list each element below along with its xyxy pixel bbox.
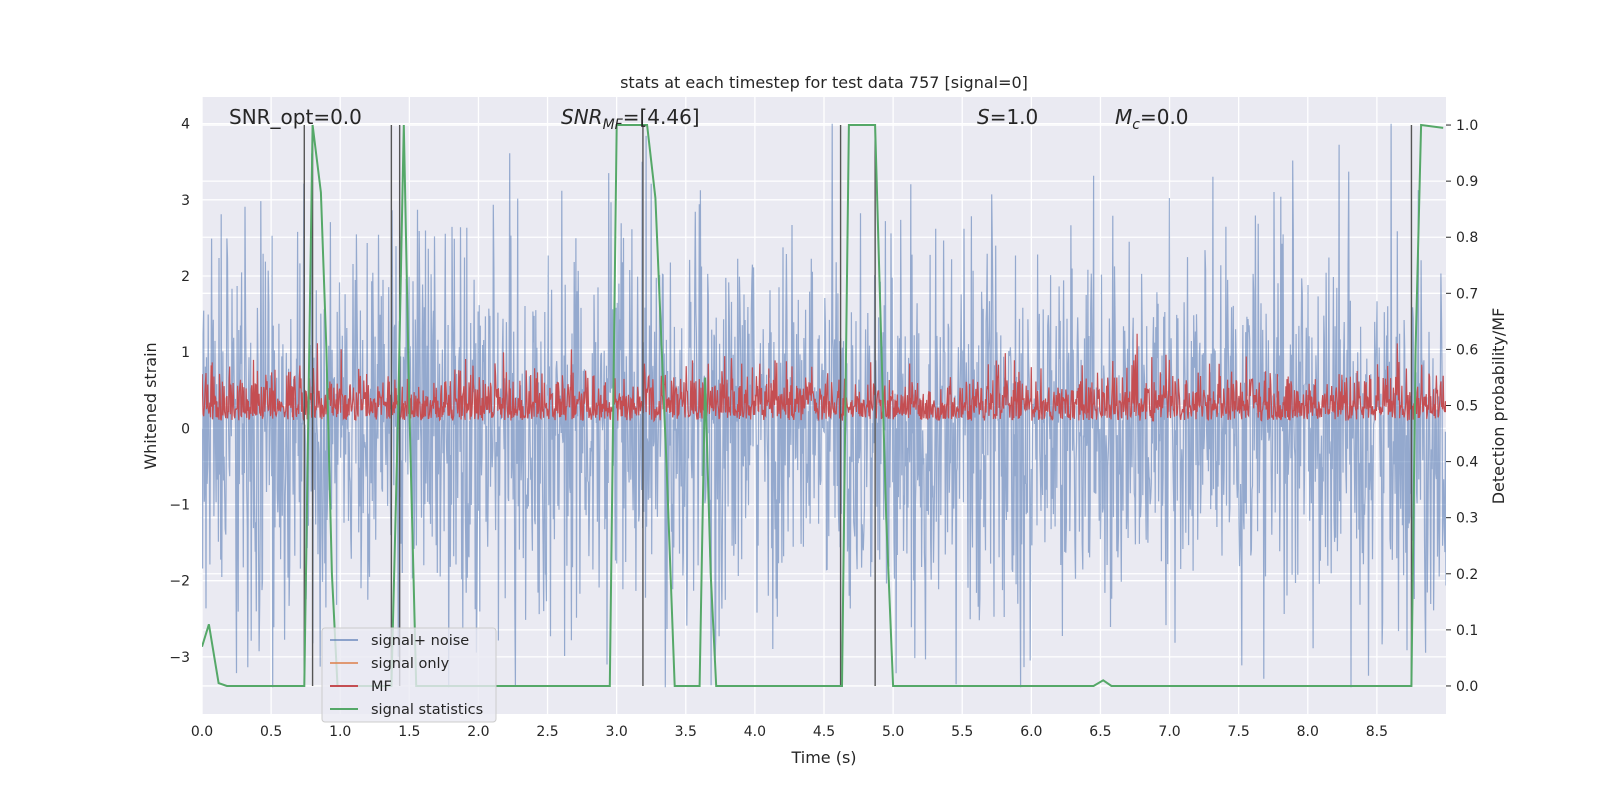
x-tick-label: 0.0	[191, 724, 213, 740]
legend-box	[321, 627, 497, 723]
y2-tick-label: 0.9	[1456, 174, 1478, 190]
x-axis-label: Time (s)	[790, 748, 856, 767]
y2-tick-label: 1.0	[1456, 118, 1478, 134]
x-tick-label: 7.0	[1158, 724, 1180, 740]
x-tick-label: 8.0	[1297, 724, 1319, 740]
y-tick-label: 0	[181, 421, 190, 437]
series-signal-noise	[202, 123, 1446, 688]
y-tick-label: 4	[181, 117, 190, 133]
y2-tick-label: 0.1	[1456, 623, 1478, 639]
y-tick-label: 3	[181, 193, 190, 209]
x-tick-label: 0.5	[260, 724, 282, 740]
x-tick-label: 7.5	[1228, 724, 1250, 740]
annotation-mc-suffix: =0.0	[1140, 105, 1189, 129]
annotations: SNR_opt=0.0 SNRMF=[4.46] S=1.0 Mc=0.0	[229, 105, 1189, 133]
x-tick-label: 4.0	[744, 724, 766, 740]
y2-tick-label: 0.5	[1456, 399, 1478, 415]
annotation-snr-opt: SNR_opt=0.0	[229, 105, 362, 129]
y2-tick-label: 0.8	[1456, 230, 1478, 246]
x-tick-label: 5.0	[882, 724, 904, 740]
y-tick-label: 2	[181, 269, 190, 285]
annotation-mc: Mc=0.0	[1115, 105, 1189, 133]
y-tick-label: −3	[169, 650, 190, 666]
y-tick-label: −1	[169, 498, 190, 514]
annotation-snr-mf-sub: MF	[603, 117, 624, 133]
y2-tick-label: 0.6	[1456, 342, 1478, 358]
x-tick-label: 3.5	[675, 724, 697, 740]
y-tick-label: −2	[169, 574, 190, 590]
annotation-snr-mf-suffix: =[4.46]	[623, 105, 700, 129]
legend: signal+ noise signal only MF signal stat…	[321, 627, 497, 723]
x-tick-label: 8.5	[1366, 724, 1388, 740]
x-tick-label: 2.0	[467, 724, 489, 740]
legend-label-mf: MF	[371, 679, 392, 695]
x-tick-label: 1.5	[398, 724, 420, 740]
legend-label-signal-only: signal only	[371, 656, 450, 672]
x-tick-label: 2.5	[536, 724, 558, 740]
chart-title: stats at each timestep for test data 757…	[620, 73, 1028, 92]
legend-label-signal-noise: signal+ noise	[371, 633, 469, 649]
y2-tick-label: 0.3	[1456, 511, 1478, 527]
series-signal-statistics	[202, 123, 1444, 687]
x-tick-label: 3.0	[606, 724, 628, 740]
y2-axis-label: Detection probability/MF	[1489, 308, 1508, 505]
y2-tick-label: 0.2	[1456, 567, 1478, 583]
y2-tick-label: 0.0	[1456, 679, 1478, 695]
x-tick-label: 4.5	[813, 724, 835, 740]
legend-label-signal-statistics: signal statistics	[371, 702, 483, 718]
x-tick-label: 6.5	[1089, 724, 1111, 740]
axes: 0.0 0.5 1.0 1.5 2.0 2.5 3.0 3.5 4.0 4.5 5.0 5.5 6.0 6…	[169, 117, 1478, 740]
y2-tick-label: 0.4	[1456, 455, 1478, 471]
data-layer	[202, 123, 1446, 688]
annotation-snr-mf: SNRMF=[4.46]	[561, 105, 700, 133]
annotation-s-suffix: =1.0	[990, 105, 1039, 129]
y-axis-label: Whitened strain	[141, 342, 160, 469]
x-tick-label: 5.5	[951, 724, 973, 740]
annotation-s: S=1.0	[977, 105, 1038, 129]
annotation-snr-mf-prefix: SNR	[561, 105, 603, 129]
annotation-mc-prefix: M	[1115, 105, 1132, 129]
x-tick-label: 1.0	[329, 724, 351, 740]
annotation-mc-sub: c	[1132, 117, 1140, 133]
x-tick-label: 6.0	[1020, 724, 1042, 740]
y2-tick-label: 0.7	[1456, 286, 1478, 302]
annotation-s-prefix: S	[977, 105, 990, 129]
y-tick-label: 1	[181, 345, 190, 361]
